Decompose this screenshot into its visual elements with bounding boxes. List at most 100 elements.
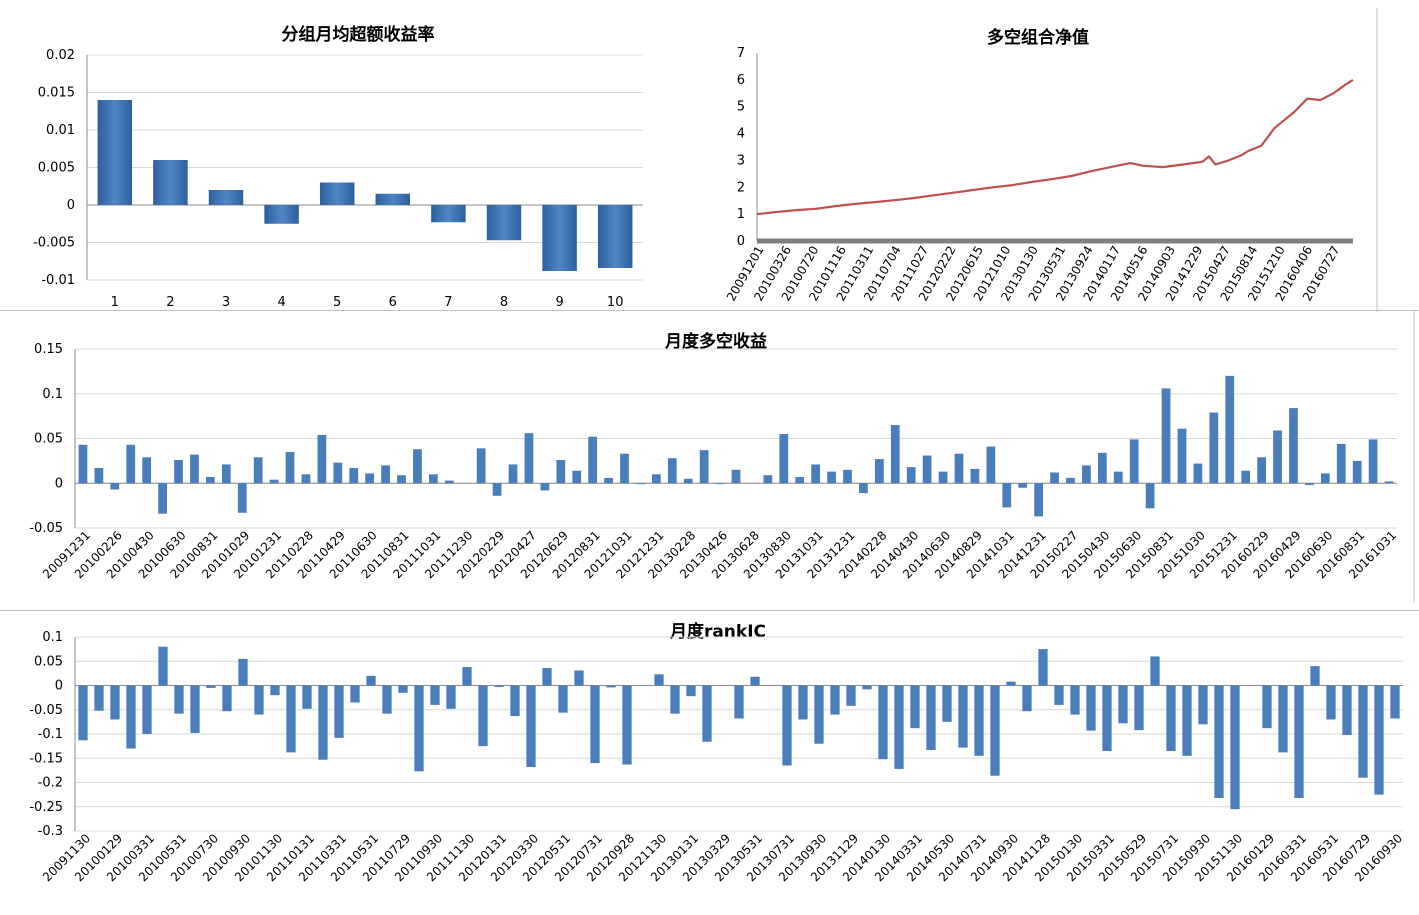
ic-bar xyxy=(958,685,968,748)
ic-bar xyxy=(190,685,200,734)
group-xtick-label: 9 xyxy=(555,295,563,310)
ic-ytick-label: 0.05 xyxy=(34,654,63,669)
ic-bar xyxy=(894,685,904,769)
group-bar xyxy=(486,205,522,241)
group-ytick-label: 0.015 xyxy=(38,86,75,101)
ic-bar xyxy=(1198,685,1208,725)
ic-bar xyxy=(350,685,360,703)
ic-bar xyxy=(414,685,424,772)
ls-bar xyxy=(683,478,693,484)
ls-bar xyxy=(142,457,152,484)
group-bar xyxy=(319,182,355,205)
ls-ytick-label: 0.05 xyxy=(34,432,63,447)
ic-bar xyxy=(174,685,184,714)
ic-bar xyxy=(830,685,840,715)
nav-chart-title: 多空组合净值 xyxy=(987,27,1089,48)
ls-bar xyxy=(301,474,311,484)
ic-bar xyxy=(1390,685,1400,719)
ls-bar xyxy=(476,448,486,484)
ic-bar xyxy=(1166,685,1176,751)
group-bar xyxy=(375,193,411,205)
ic-bar xyxy=(1022,685,1032,712)
ic-bar xyxy=(462,667,472,686)
ls-bar xyxy=(1002,483,1012,508)
ls-bar xyxy=(1209,412,1219,484)
ic-bar xyxy=(942,685,952,722)
ic-bar xyxy=(222,685,232,712)
monthly-ls-chart: 月度多空收益 -0.0500.050.10.152009123120100226… xyxy=(0,310,1419,602)
ic-bar xyxy=(286,685,296,753)
ls-bar xyxy=(779,434,789,484)
ls-bar xyxy=(269,479,279,484)
ls-bar xyxy=(413,449,422,484)
ls-bar xyxy=(206,476,215,484)
ls-bar xyxy=(285,451,295,484)
ic-bar xyxy=(878,685,888,760)
ic-bar xyxy=(334,685,344,738)
ls-bar xyxy=(1368,439,1378,484)
nav-ytick-label: 0 xyxy=(737,234,745,249)
nav-ytick-label: 5 xyxy=(737,100,745,115)
ic-bar xyxy=(1278,685,1288,753)
ic-bar xyxy=(622,685,632,765)
ls-bar xyxy=(699,450,709,484)
ic-bar xyxy=(1182,685,1192,756)
ls-bar xyxy=(827,471,836,484)
ls-ytick-label: 0.15 xyxy=(34,342,63,357)
ls-bar xyxy=(588,436,598,484)
ic-bar xyxy=(702,685,712,742)
group-ytick-label: -0.01 xyxy=(41,273,75,288)
ic-ytick-label: -0.25 xyxy=(29,800,63,815)
group-bar xyxy=(264,205,299,224)
ic-ytick-label: -0.3 xyxy=(38,824,63,839)
group-ytick-label: 0.01 xyxy=(46,123,75,138)
ls-bar xyxy=(381,465,390,484)
ls-bar xyxy=(126,444,136,484)
nav-chart: 多空组合净值 012345672009120120100326201007202… xyxy=(724,8,1378,312)
ic-bar xyxy=(318,685,328,760)
ic-bar xyxy=(1214,685,1224,799)
ls-bar xyxy=(444,480,454,484)
ic-ytick-label: -0.1 xyxy=(38,727,63,742)
ic-bar xyxy=(1134,685,1144,731)
ls-bar xyxy=(365,473,375,484)
ls-bar xyxy=(1082,465,1091,484)
ls-bar xyxy=(938,471,948,484)
ic-bar xyxy=(1230,685,1240,810)
ic-bar xyxy=(574,670,584,686)
group-xtick-label: 5 xyxy=(333,295,341,310)
ls-bar xyxy=(1241,470,1251,484)
ls-bar xyxy=(158,483,167,514)
nav-ytick-label: 7 xyxy=(737,46,745,61)
group-xtick-label: 4 xyxy=(277,295,285,310)
ic-bar xyxy=(494,685,504,687)
group-xtick-label: 7 xyxy=(444,295,452,310)
ls-bar xyxy=(1034,483,1044,517)
ls-bar xyxy=(1289,408,1298,484)
ls-bar xyxy=(524,433,534,484)
ic-bar xyxy=(110,685,120,720)
ic-bar xyxy=(542,668,552,686)
group-ytick-label: 0 xyxy=(67,198,75,213)
group-ytick-label: -0.005 xyxy=(33,236,75,251)
ls-bar xyxy=(795,476,805,484)
ls-bar xyxy=(1097,452,1107,484)
group-xtick-label: 8 xyxy=(500,295,508,310)
ls-bar xyxy=(1225,375,1235,484)
ic-bar xyxy=(1118,685,1128,724)
ic-bar xyxy=(126,685,136,749)
ic-bar xyxy=(654,674,664,686)
ls-bar xyxy=(1018,483,1028,488)
ls-bar xyxy=(636,483,645,485)
ls-ytick-label: 0.1 xyxy=(42,387,63,402)
ic-bar xyxy=(862,685,872,690)
ic-bar xyxy=(478,685,488,747)
ls-bar xyxy=(890,425,900,484)
ls-bar xyxy=(859,483,868,494)
ic-bar xyxy=(302,685,312,709)
ic-bar xyxy=(142,685,152,734)
group-xtick-label: 6 xyxy=(389,295,397,310)
ls-bar xyxy=(874,459,884,484)
ls-bar xyxy=(428,474,438,484)
ic-bar xyxy=(1294,685,1304,799)
